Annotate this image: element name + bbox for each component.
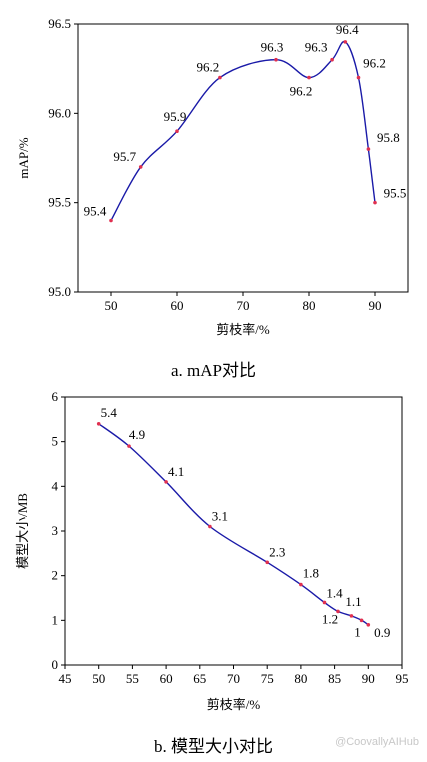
data-point [274, 57, 278, 62]
y-tick-label: 4 [52, 478, 59, 493]
data-label: 96.3 [305, 40, 328, 55]
x-tick-label: 95 [396, 671, 409, 686]
chart-b-caption: b. 模型大小对比 [154, 737, 273, 756]
data-label: 1.4 [326, 585, 343, 600]
data-point [109, 218, 113, 223]
data-point [265, 560, 270, 565]
data-point [208, 524, 212, 529]
data-label: 2.3 [269, 544, 285, 559]
data-point [164, 480, 168, 484]
x-tick-label: 70 [227, 671, 240, 686]
y-axis-label: mAP/% [16, 137, 31, 178]
data-point [336, 609, 340, 614]
y-tick-label: 0 [52, 657, 59, 672]
x-axis-label: 剪枝率/% [207, 697, 261, 712]
data-point [175, 129, 179, 133]
y-tick-label: 6 [52, 389, 59, 404]
data-point [218, 75, 222, 80]
x-tick-label: 80 [294, 671, 307, 686]
data-point [356, 75, 361, 80]
data-point [349, 614, 354, 618]
data-label: 96.2 [197, 60, 220, 75]
y-tick-label: 5 [52, 434, 59, 449]
y-axis-label: 模型大小/MB [15, 493, 30, 569]
data-point [138, 165, 143, 169]
data-label: 0.9 [374, 625, 390, 640]
x-tick-label: 85 [328, 671, 341, 686]
data-point [330, 57, 334, 62]
x-tick-label: 60 [171, 298, 184, 313]
y-tick-label: 95.0 [48, 284, 71, 299]
x-tick-label: 90 [369, 298, 382, 313]
chart-b-model-size: 45 50 55 60 65 70 75 80 85 90 950123456剪枝率/%模型大小/M… [15, 389, 409, 712]
data-point [373, 200, 377, 205]
data-label: 95.4 [84, 204, 107, 219]
data-label: 4.1 [168, 464, 184, 479]
chart-a-map: 50 60 70 80 90 95.0 95.5 96.0 96.5 剪枝率/% mAP/% 95.4… [16, 16, 409, 337]
data-label: 96.3 [261, 40, 284, 55]
data-label: 95.5 [384, 186, 407, 201]
x-tick-label: 80 [303, 298, 316, 313]
data-point [96, 422, 101, 426]
data-point [343, 40, 348, 44]
watermark: @CoovallyAIHub [335, 736, 419, 748]
x-tick-label: 75 [261, 671, 274, 686]
x-axis-label: 剪枝率/% [216, 322, 270, 337]
y-tick-label: 95.5 [48, 195, 71, 210]
x-tick-label: 45 [59, 671, 72, 686]
data-label: 1.2 [322, 611, 338, 626]
data-label: 5.4 [101, 405, 118, 420]
data-label: 1.8 [303, 566, 319, 581]
data-point [307, 75, 311, 80]
y-tick-label: 2 [52, 568, 59, 583]
data-point [366, 147, 371, 151]
data-label: 1.1 [345, 594, 361, 609]
y-tick-label: 3 [52, 523, 59, 538]
data-label: 96.4 [336, 22, 359, 37]
data-label: 95.7 [113, 149, 136, 164]
data-label: 95.9 [164, 109, 187, 124]
data-label: 4.9 [129, 427, 145, 442]
x-tick-label: 50 [105, 298, 118, 313]
x-tick-label: 55 [126, 671, 139, 686]
data-point [299, 582, 303, 587]
data-label: 96.2 [290, 84, 313, 99]
data-label: 1 [354, 624, 361, 639]
data-point [366, 623, 371, 627]
x-tick-label: 60 [160, 671, 173, 686]
plot-frame [64, 396, 403, 666]
y-tick-label: 96.5 [48, 16, 71, 31]
series-line [110, 40, 376, 221]
y-tick-label: 1 [52, 612, 59, 627]
data-label: 95.8 [377, 130, 400, 145]
data-label: 96.2 [363, 56, 386, 71]
y-tick-label: 96.0 [48, 105, 71, 120]
data-point [359, 618, 364, 623]
x-tick-label: 70 [237, 298, 250, 313]
data-label: 3.1 [212, 509, 228, 524]
x-tick-label: 50 [92, 671, 105, 686]
data-point [322, 600, 327, 605]
x-tick-label: 65 [193, 671, 206, 686]
x-tick-label: 90 [362, 671, 375, 686]
data-point [127, 444, 131, 448]
chart-a-caption: a. mAP对比 [171, 361, 256, 380]
